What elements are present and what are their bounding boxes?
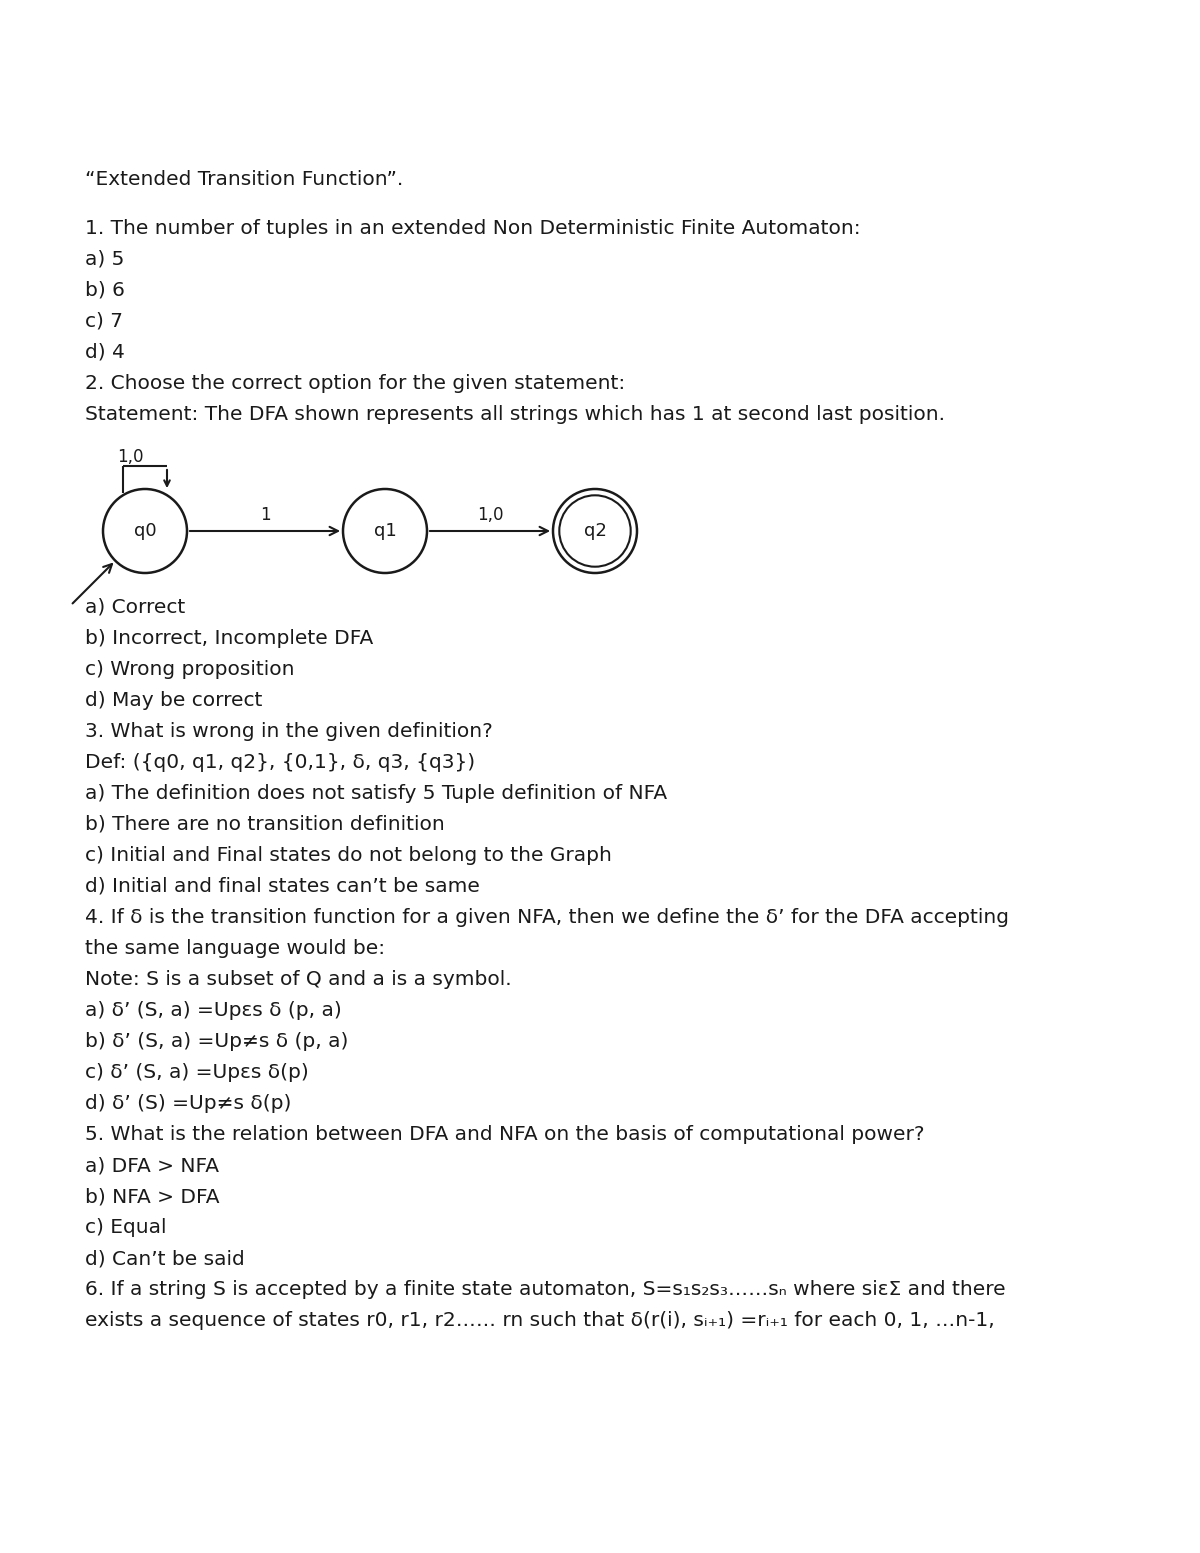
Text: b) Incorrect, Incomplete DFA: b) Incorrect, Incomplete DFA <box>85 629 373 648</box>
Text: 2. Choose the correct option for the given statement:: 2. Choose the correct option for the giv… <box>85 374 625 393</box>
Text: c) 7: c) 7 <box>85 312 124 331</box>
Text: Statement: The DFA shown represents all strings which has 1 at second last posit: Statement: The DFA shown represents all … <box>85 405 946 424</box>
Text: q0: q0 <box>133 522 156 540</box>
Text: 1,0: 1,0 <box>118 447 144 466</box>
Text: a) DFA > NFA: a) DFA > NFA <box>85 1155 220 1176</box>
Text: c) Equal: c) Equal <box>85 1218 167 1238</box>
Text: q1: q1 <box>373 522 396 540</box>
Text: b) NFA > DFA: b) NFA > DFA <box>85 1186 220 1207</box>
Text: a) The definition does not satisfy 5 Tuple definition of NFA: a) The definition does not satisfy 5 Tup… <box>85 784 667 803</box>
Text: d) δ’ (S) =Up≠s δ(p): d) δ’ (S) =Up≠s δ(p) <box>85 1093 292 1114</box>
Text: Note: S is a subset of Q and a is a symbol.: Note: S is a subset of Q and a is a symb… <box>85 971 511 989</box>
Text: c) Initial and Final states do not belong to the Graph: c) Initial and Final states do not belon… <box>85 846 612 865</box>
Text: d) May be correct: d) May be correct <box>85 691 263 710</box>
Text: 1: 1 <box>259 506 270 523</box>
Text: d) Can’t be said: d) Can’t be said <box>85 1249 245 1267</box>
Text: q2: q2 <box>583 522 606 540</box>
Text: “Extended Transition Function”.: “Extended Transition Function”. <box>85 169 403 189</box>
Text: a) 5: a) 5 <box>85 250 125 269</box>
Text: 3. What is wrong in the given definition?: 3. What is wrong in the given definition… <box>85 722 493 741</box>
Text: b) δ’ (S, a) =Up≠s δ (p, a): b) δ’ (S, a) =Up≠s δ (p, a) <box>85 1033 348 1051</box>
Text: a) δ’ (S, a) =Upεs δ (p, a): a) δ’ (S, a) =Upεs δ (p, a) <box>85 1002 342 1020</box>
Text: 1. The number of tuples in an extended Non Deterministic Finite Automaton:: 1. The number of tuples in an extended N… <box>85 219 860 238</box>
Text: 4. If δ is the transition function for a given NFA, then we define the δ’ for th: 4. If δ is the transition function for a… <box>85 909 1009 927</box>
Text: b) There are no transition definition: b) There are no transition definition <box>85 815 445 834</box>
Text: 6. If a string S is accepted by a finite state automaton, S=s₁s₂s₃……sₙ where siε: 6. If a string S is accepted by a finite… <box>85 1280 1006 1298</box>
Text: c) δ’ (S, a) =Upεs δ(p): c) δ’ (S, a) =Upεs δ(p) <box>85 1062 308 1082</box>
Text: d) Initial and final states can’t be same: d) Initial and final states can’t be sam… <box>85 877 480 896</box>
Text: 5. What is the relation between DFA and NFA on the basis of computational power?: 5. What is the relation between DFA and … <box>85 1124 924 1145</box>
Text: Def: ({q0, q1, q2}, {0,1}, δ, q3, {q3}): Def: ({q0, q1, q2}, {0,1}, δ, q3, {q3}) <box>85 753 475 772</box>
Text: b) 6: b) 6 <box>85 281 125 300</box>
Text: the same language would be:: the same language would be: <box>85 940 385 958</box>
Text: 1,0: 1,0 <box>476 506 503 523</box>
Text: c) Wrong proposition: c) Wrong proposition <box>85 660 294 679</box>
Text: d) 4: d) 4 <box>85 343 125 362</box>
Text: exists a sequence of states r0, r1, r2…… rn such that δ(r(i), sᵢ₊₁) =rᵢ₊₁ for ea: exists a sequence of states r0, r1, r2……… <box>85 1311 995 1329</box>
Text: a) Correct: a) Correct <box>85 598 185 617</box>
